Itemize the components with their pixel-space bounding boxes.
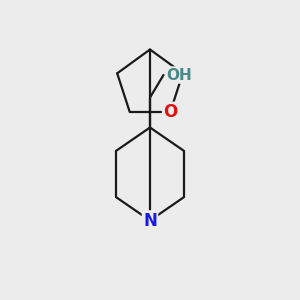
Text: N: N bbox=[143, 212, 157, 230]
Text: O: O bbox=[163, 103, 177, 121]
Text: OH: OH bbox=[167, 68, 192, 82]
